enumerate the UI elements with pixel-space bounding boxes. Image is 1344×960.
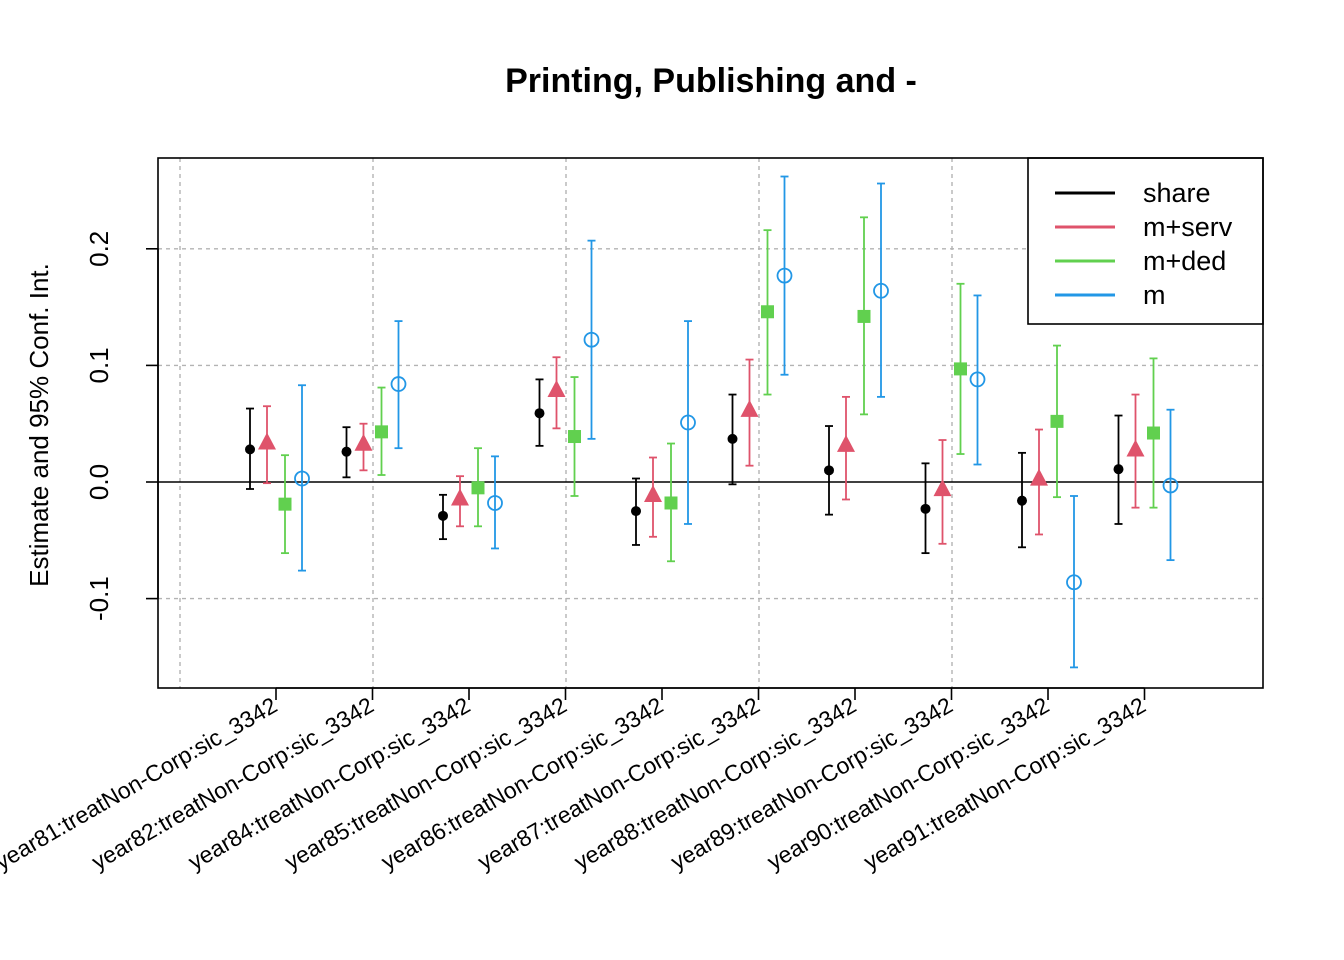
legend: share m+serv m+ded m [1027, 157, 1264, 325]
point-marker [837, 434, 855, 452]
y-tick-label: 0.2 [84, 231, 114, 267]
plot-frame [157, 157, 1264, 689]
y-tick-label: 0.1 [84, 347, 114, 383]
point-marker [644, 484, 662, 502]
point-marker [857, 309, 871, 323]
point-marker [1162, 477, 1179, 494]
point-marker [1113, 464, 1124, 475]
legend-label: m+serv [1143, 212, 1233, 242]
point-marker [245, 444, 255, 455]
legend-label: m+ded [1143, 246, 1226, 276]
legend-label: share [1143, 178, 1211, 208]
y-tick-label: 0.0 [84, 464, 114, 500]
y-tick-label: -0.1 [84, 576, 114, 621]
point-marker [341, 446, 352, 457]
point-marker [547, 380, 566, 398]
point-marker [873, 282, 889, 299]
y-axis-label: Estimate and 95% Conf. Int. [24, 263, 54, 587]
point-marker [438, 510, 448, 521]
point-marker [1126, 439, 1145, 457]
point-marker [761, 305, 774, 319]
point-marker [920, 503, 931, 514]
series-m-serv [258, 356, 1145, 545]
point-marker [680, 414, 696, 431]
point-marker [1066, 574, 1082, 591]
point-marker [534, 408, 545, 419]
series-m [294, 175, 1179, 669]
point-marker [375, 425, 388, 439]
point-marker [1147, 426, 1160, 440]
point-marker [954, 362, 967, 376]
point-marker [776, 267, 793, 284]
point-marker [727, 433, 738, 444]
point-marker [1017, 495, 1027, 506]
point-marker [354, 433, 373, 451]
point-marker [1030, 468, 1048, 486]
point-marker [471, 481, 485, 495]
series-layer [245, 175, 1179, 669]
point-marker [933, 479, 952, 497]
grid-layer [158, 158, 1263, 688]
point-marker [969, 371, 986, 388]
point-marker [740, 399, 759, 417]
point-marker [258, 432, 276, 450]
point-marker [1050, 414, 1064, 428]
series-share [245, 378, 1124, 555]
point-marker [390, 376, 407, 392]
legend-label: m [1143, 280, 1166, 310]
series-m-ded [278, 216, 1160, 563]
point-marker [583, 331, 600, 348]
point-marker [451, 488, 469, 506]
chart-title: Printing, Publishing and - [505, 62, 917, 100]
point-marker [664, 496, 678, 510]
point-marker [278, 497, 292, 511]
point-marker [824, 465, 834, 476]
point-marker [631, 506, 641, 517]
point-marker [568, 430, 581, 444]
point-marker [487, 495, 503, 511]
point-marker [294, 470, 310, 487]
